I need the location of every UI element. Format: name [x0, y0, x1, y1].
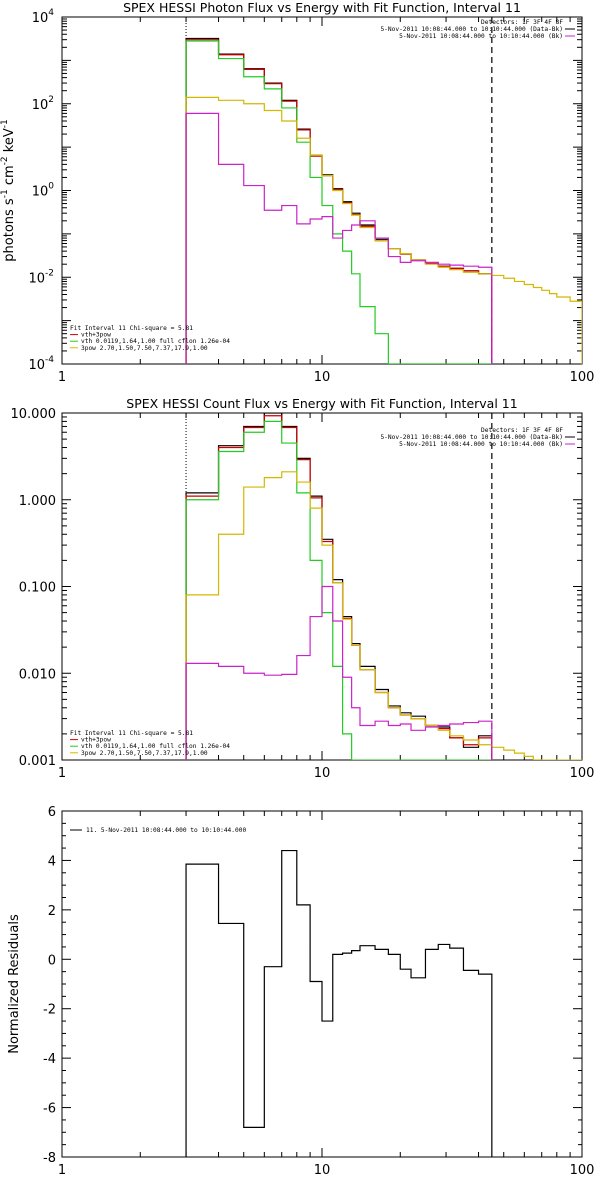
series-vth-line — [185, 420, 493, 760]
legend-text: vth 0.0119,1.64,1.00 full cflon 1.26e-04 — [81, 338, 230, 345]
x-tick-label: 10 — [314, 766, 331, 781]
chart-title: SPEX HESSI Photon Flux vs Energy with Fi… — [123, 0, 521, 15]
y-tick-label: -8 — [43, 1151, 56, 1166]
y-tick-label: 0.001 — [19, 754, 56, 769]
series-vth-line — [185, 40, 493, 364]
chart-title: SPEX HESSI Count Flux vs Energy with Fit… — [126, 396, 517, 411]
y-tick-label: 10-4 — [28, 355, 54, 373]
y-tick-label: 10.000 — [11, 407, 57, 422]
series-group — [185, 849, 493, 1157]
series-resid-line — [185, 849, 493, 1157]
y-tick-label: -6 — [43, 1102, 56, 1117]
x-tick-label: 100 — [570, 766, 595, 781]
legend-right-text: 5-Nov-2011 10:08:44.000 to 10:10:44.000 … — [399, 441, 563, 448]
x-tick-label: 100 — [570, 370, 595, 385]
legend-right-text: 5-Nov-2011 10:08:44.000 to 10:10:44.000 … — [380, 26, 563, 33]
series-pow-line — [185, 471, 582, 760]
legend-text: vth+3pow — [81, 332, 111, 339]
series-data-line — [185, 413, 493, 760]
series-group — [185, 413, 582, 760]
legend-right-text: 5-Nov-2011 10:08:44.000 to 10:10:44.000 … — [380, 434, 563, 441]
series-fit-line — [185, 39, 493, 364]
y-tick-label: 10-2 — [28, 268, 54, 286]
legend-right-text: Detectors: 1F 3F 4F 8F — [481, 427, 563, 434]
x-tick-label: 100 — [570, 1163, 595, 1178]
legend-text: 11. 5-Nov-2011 10:08:44.000 to 10:10:44.… — [86, 827, 246, 834]
y-tick-label: -4 — [43, 1052, 56, 1067]
x-tick-label: 10 — [314, 370, 331, 385]
series-group — [185, 17, 582, 364]
chart-panel-3: 1 10 100 -8 -6 -4 -2 0 2 4 6 Normalized Residuals 11… — [7, 805, 594, 1178]
legend-text: Fit Interval 11 Chi-square = 5.81 — [70, 325, 193, 332]
series-data-line — [185, 37, 493, 364]
series-bk-line — [185, 585, 493, 760]
series-pow-line — [185, 96, 582, 364]
series-fit-line — [185, 415, 493, 760]
series-bk-line — [185, 112, 493, 364]
y-tick-label: 0.010 — [19, 667, 56, 682]
y-tick-label: -2 — [43, 1003, 56, 1018]
y-tick-label: 0.100 — [19, 581, 56, 596]
y-tick-label: 1.000 — [19, 494, 56, 509]
y-axis-label: Normalized Residuals — [7, 914, 22, 1054]
y-tick-label: 104 — [32, 8, 55, 26]
legend-right-text: 5-Nov-2011 10:08:44.000 to 10:10:44.000 … — [399, 33, 563, 40]
x-tick-label: 10 — [314, 1163, 331, 1178]
legend-text: Fit Interval 11 Chi-square = 5.81 — [70, 730, 193, 737]
y-tick-label: 4 — [48, 854, 56, 869]
y-tick-label: 0 — [48, 953, 56, 968]
legend-text: 3pow 2.70,1.50,7.50,7.37,17.9,1.00 — [81, 345, 208, 352]
y-tick-label: 2 — [48, 904, 56, 919]
legend-text: vth+3pow — [81, 737, 111, 744]
x-tick-label: 1 — [58, 370, 66, 385]
chart-panel-1: SPEX HESSI Photon Flux vs Energy with Fi… — [0, 0, 594, 385]
legend-right-text: Detectors: 1F 3F 4F 8F — [481, 19, 563, 26]
x-tick-label: 1 — [58, 1163, 66, 1178]
x-tick-label: 1 — [58, 766, 66, 781]
y-tick-label: 6 — [48, 805, 56, 820]
y-axis-label: photons s-1 cm-2 keV-1 — [0, 119, 17, 261]
y-tick-label: 100 — [32, 182, 55, 200]
legend-text: 3pow 2.70,1.50,7.50,7.37,17.9,1.00 — [81, 750, 208, 757]
y-tick-label: 102 — [32, 95, 54, 113]
legend-text: vth 0.0119,1.64,1.00 full cflon 1.26e-04 — [81, 743, 230, 750]
chart-panel-2: SPEX HESSI Count Flux vs Energy with Fit… — [11, 396, 595, 781]
